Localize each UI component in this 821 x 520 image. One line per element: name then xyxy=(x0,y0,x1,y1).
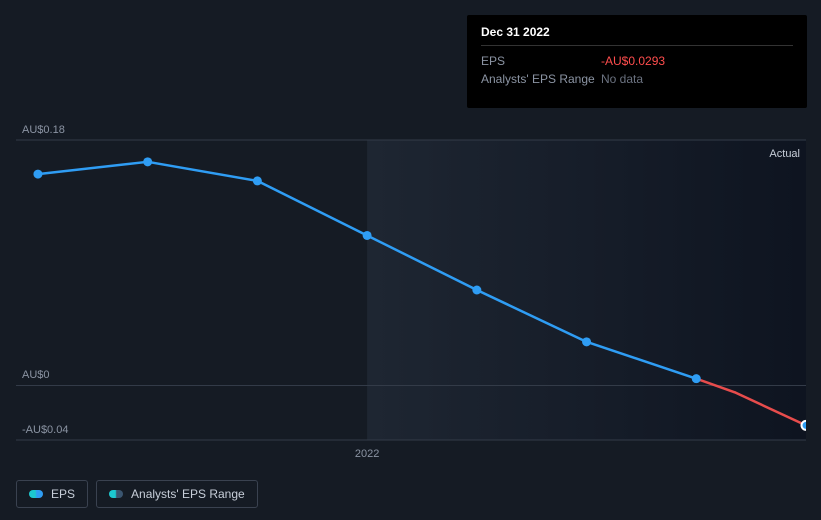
actual-label: Actual xyxy=(769,148,800,160)
tooltip-row: Analysts' EPS RangeNo data xyxy=(481,70,793,88)
series-segment xyxy=(148,162,258,181)
series-marker[interactable] xyxy=(472,286,481,295)
series-segment xyxy=(38,162,148,174)
legend: EPS Analysts' EPS Range xyxy=(16,480,258,508)
series-segment xyxy=(257,181,367,236)
legend-label-eps: EPS xyxy=(51,487,75,501)
series-marker[interactable] xyxy=(582,337,591,346)
legend-label-range: Analysts' EPS Range xyxy=(131,487,245,501)
y-axis-label: AU$0 xyxy=(22,369,50,381)
series-marker[interactable] xyxy=(253,176,262,185)
series-marker[interactable] xyxy=(692,374,701,383)
y-axis-label: AU$0.18 xyxy=(22,124,65,136)
chart-tooltip: Dec 31 2022 EPS-AU$0.0293Analysts' EPS R… xyxy=(467,15,807,108)
tooltip-rows: EPS-AU$0.0293Analysts' EPS RangeNo data xyxy=(481,52,793,88)
eps-chart: AU$0.18AU$0-AU$0.042022Actual xyxy=(16,120,806,440)
series-marker[interactable] xyxy=(802,421,807,430)
chart-svg xyxy=(16,120,806,450)
tooltip-date: Dec 31 2022 xyxy=(481,25,793,46)
legend-item-eps[interactable]: EPS xyxy=(16,480,88,508)
legend-swatch-range xyxy=(109,490,123,498)
series-marker[interactable] xyxy=(363,231,372,240)
tooltip-row-label: Analysts' EPS Range xyxy=(481,70,601,88)
legend-item-range[interactable]: Analysts' EPS Range xyxy=(96,480,258,508)
series-marker[interactable] xyxy=(33,170,42,179)
legend-swatch-eps xyxy=(29,490,43,498)
tooltip-row-value: -AU$0.0293 xyxy=(601,52,665,70)
x-axis-label: 2022 xyxy=(355,448,379,460)
tooltip-row: EPS-AU$0.0293 xyxy=(481,52,793,70)
tooltip-row-label: EPS xyxy=(481,52,601,70)
tooltip-row-value: No data xyxy=(601,70,643,88)
y-axis-label: -AU$0.04 xyxy=(22,424,68,436)
series-marker[interactable] xyxy=(143,157,152,166)
